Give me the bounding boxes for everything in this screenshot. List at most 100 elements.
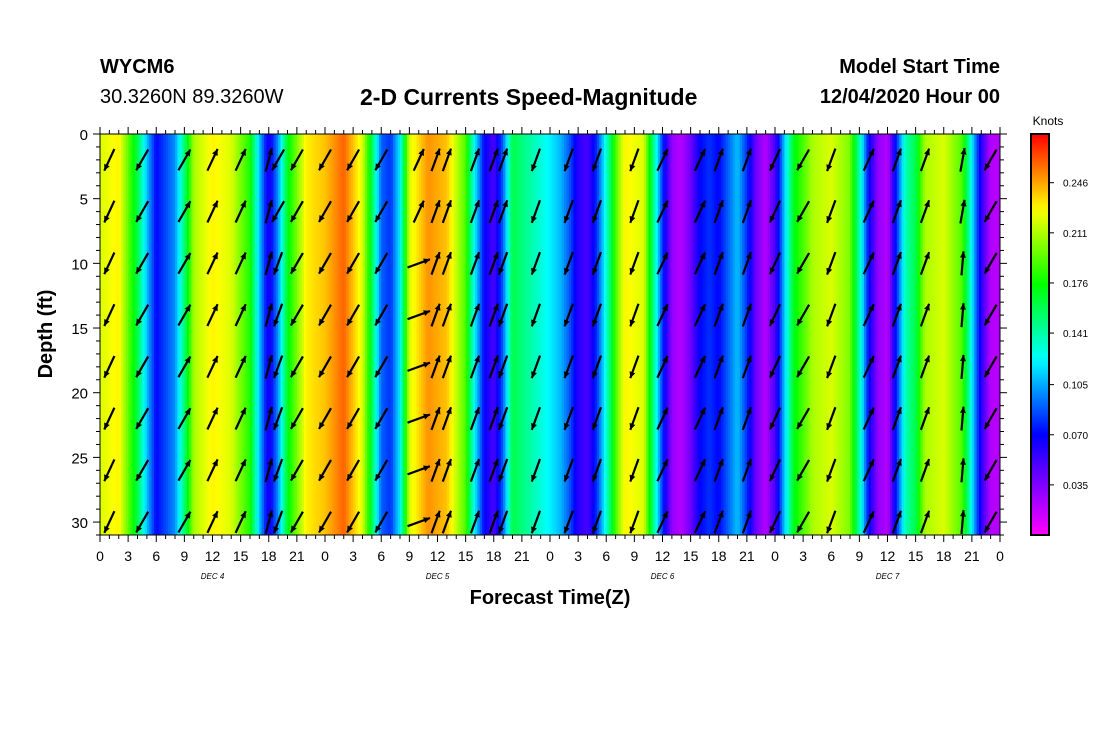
current-vector [289, 200, 304, 223]
current-vector [919, 148, 931, 172]
heatmap-cell [824, 134, 828, 535]
x-tick-label: 6 [827, 548, 835, 564]
heatmap-cell [299, 134, 303, 535]
heatmap-cell [906, 134, 910, 535]
heatmap-cell [439, 134, 443, 535]
heatmap-cell [589, 134, 593, 535]
current-vector [796, 252, 811, 275]
heatmap-cell [664, 134, 668, 535]
current-vector [488, 355, 499, 379]
heatmap-cell [742, 134, 746, 535]
speed-heatmap [100, 134, 1000, 535]
heatmap-cell [231, 134, 235, 535]
current-vector [741, 458, 753, 482]
heatmap-cell [847, 134, 851, 535]
heatmap-cell [472, 134, 476, 535]
heatmap-cell [695, 134, 699, 535]
heatmap-cell [353, 134, 357, 535]
heatmap-cell [402, 134, 406, 535]
heatmap-cell [964, 134, 968, 535]
x-tick-label: 6 [377, 548, 385, 564]
x-axis: 0 3 6 9 12 15 18 21 0 3 6 9 12 15 18 21 0 3 6 9 12 15 18 21 0 3 6 9… [96, 127, 1004, 581]
heatmap-cell [735, 134, 739, 535]
heatmap-cell [442, 134, 446, 535]
heatmap-cell [524, 134, 528, 535]
current-vector [469, 148, 481, 172]
heatmap-cell [385, 134, 389, 535]
heatmap-cell [603, 134, 607, 535]
heatmap-cell [498, 134, 502, 535]
heatmap-cell [341, 134, 345, 535]
current-vector [741, 199, 753, 224]
heatmap-cell [910, 134, 914, 535]
current-vector [530, 148, 542, 172]
current-vector [629, 199, 640, 224]
current-vector [826, 406, 837, 431]
heatmap-cell [678, 134, 682, 535]
current-vector [135, 252, 150, 275]
heatmap-cell [510, 134, 514, 535]
heatmap-cell [519, 134, 523, 535]
heatmap-cell [704, 134, 708, 535]
heatmap-cell [810, 134, 814, 535]
current-vector [713, 148, 724, 172]
heatmap-cell [592, 134, 596, 535]
heatmap-cell [193, 134, 197, 535]
heatmap-cell [667, 134, 671, 535]
heatmap-cell [934, 134, 938, 535]
current-vector [891, 303, 903, 327]
current-vector [497, 199, 509, 224]
heatmap-cell [599, 134, 603, 535]
heatmap-cell [845, 134, 849, 535]
current-vector [741, 148, 753, 172]
heatmap-cell [889, 134, 893, 535]
heatmap-cell [317, 134, 321, 535]
heatmap-cell [857, 134, 860, 535]
colorbar-tick-label: 0.070 [1063, 431, 1088, 442]
heatmap-cell [960, 134, 964, 535]
current-vector [497, 406, 509, 431]
heatmap-cell [142, 134, 146, 535]
current-vector [563, 303, 574, 327]
current-vector [469, 355, 481, 379]
heatmap-cell [313, 134, 317, 535]
heatmap-cell [690, 134, 694, 535]
current-vector [591, 303, 603, 327]
current-vector [177, 459, 192, 482]
heatmap-cell [414, 134, 417, 535]
current-vector [318, 511, 332, 534]
heatmap-cell [751, 134, 755, 535]
current-vector [206, 510, 219, 534]
heatmap-cell [264, 134, 267, 535]
current-vector [796, 459, 811, 482]
current-vector [488, 406, 499, 431]
current-vector [135, 459, 150, 482]
current-vector [983, 252, 998, 275]
current-vector [826, 148, 837, 172]
heatmap-cell [610, 134, 614, 535]
current-vector [318, 252, 332, 275]
heatmap-cell [859, 134, 863, 535]
heatmap-cell [383, 134, 387, 535]
heatmap-cell [908, 134, 912, 535]
current-vector [629, 406, 640, 431]
current-vector [693, 200, 707, 223]
current-vector [629, 303, 640, 327]
heatmap-cell [899, 134, 903, 535]
heatmap-cell [479, 134, 483, 535]
current-vector [206, 148, 219, 172]
heatmap-cell [821, 134, 825, 535]
current-vector [430, 510, 441, 534]
current-vector [135, 355, 150, 378]
current-vector [796, 200, 811, 223]
current-vector [264, 199, 274, 224]
heatmap-cell [835, 134, 839, 535]
x-tick-label: 12 [430, 548, 446, 564]
current-vector [563, 199, 574, 224]
x-tick-label: 9 [630, 548, 638, 564]
current-vector [103, 303, 116, 327]
heatmap-cell [660, 134, 664, 535]
heatmap-cell [585, 134, 589, 535]
current-vector [960, 303, 966, 328]
heatmap-cell [505, 134, 509, 535]
